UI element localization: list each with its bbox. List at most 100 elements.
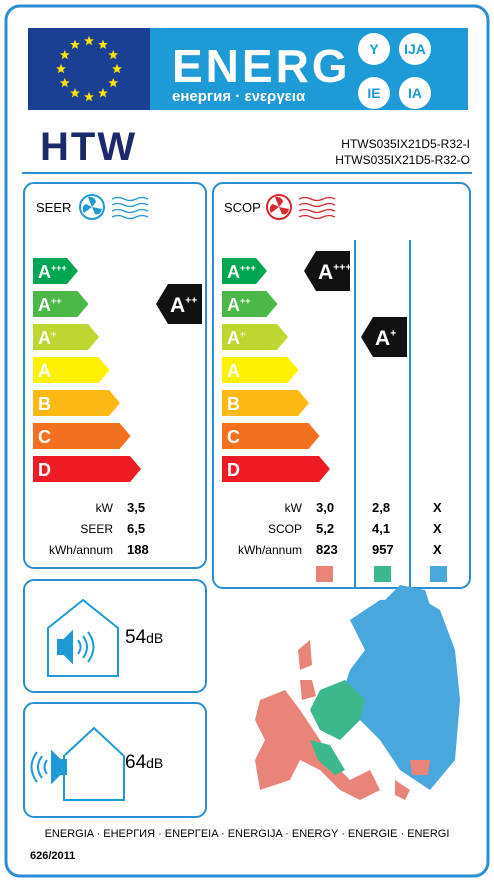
class-label: A+++ <box>227 262 256 282</box>
model-indoor: HTWS035IX21D5-R32-I <box>341 137 470 151</box>
class-sup: +++ <box>240 263 256 273</box>
row-label: kW <box>285 501 303 515</box>
cooling-panel <box>23 182 207 569</box>
class-arrow <box>222 291 278 317</box>
class-letter: A <box>170 294 185 317</box>
class-letter: A <box>227 295 240 315</box>
class-letter: A <box>227 361 240 381</box>
row-value: 188 <box>127 542 149 557</box>
cooling-label: SEER <box>36 200 71 215</box>
class-letter: A <box>227 328 240 348</box>
class-arrow <box>222 324 288 350</box>
star <box>59 77 70 88</box>
class-letter: B <box>38 394 51 414</box>
row-value: 6,5 <box>127 521 145 536</box>
class-letter: A <box>38 328 51 348</box>
zone-colder <box>430 566 447 582</box>
heating-label: SCOP <box>224 200 261 215</box>
row-value: 4,1 <box>372 521 390 536</box>
suffix: Y <box>369 41 379 57</box>
suffix-circle <box>399 77 431 109</box>
suffix: IJA <box>404 41 426 57</box>
row-label: kW <box>96 501 114 515</box>
row-label: SCOP <box>268 522 302 536</box>
class-arrow <box>222 456 330 482</box>
indoor-noise: 54dB <box>125 627 163 648</box>
regulation: 626/2011 <box>30 850 75 862</box>
class-sup: + <box>51 329 56 339</box>
star <box>56 63 66 74</box>
rating-arrow <box>156 284 202 324</box>
class-label: A+ <box>38 328 56 348</box>
class-label: A+ <box>227 328 245 348</box>
outdoor-noise: 64dB <box>125 752 163 773</box>
class-letter: C <box>227 427 240 447</box>
class-arrow <box>222 357 299 383</box>
heating-panel <box>212 182 471 589</box>
star <box>70 88 80 98</box>
row-label: kWh/annum <box>49 543 113 557</box>
indoor-noise-icon <box>47 598 119 677</box>
rating-arrow <box>304 251 350 291</box>
star <box>70 39 80 49</box>
class-arrow <box>33 258 78 284</box>
class-sup: +++ <box>51 263 67 273</box>
rating-arrow <box>361 317 407 357</box>
supplier-logo: HTW <box>40 125 137 169</box>
class-label: A <box>38 361 51 381</box>
star <box>112 63 122 74</box>
class-letter: A <box>227 262 240 282</box>
star <box>84 91 94 102</box>
star <box>84 35 94 46</box>
suffixes: Y IJA IE IA <box>358 33 431 109</box>
row-value: 3,0 <box>316 500 334 515</box>
row-value: X <box>433 521 442 536</box>
heating-icon <box>266 194 336 220</box>
model-outdoor: HTWS035IX21D5-R32-O <box>335 153 470 167</box>
row-value: X <box>433 500 442 515</box>
class-sup: +++ <box>333 262 351 274</box>
zone-warmer <box>316 566 333 582</box>
star <box>98 88 108 98</box>
class-sup: ++ <box>185 295 197 307</box>
class-arrow <box>222 423 320 449</box>
outdoor-noise-icon <box>30 726 125 801</box>
class-arrow <box>33 456 141 482</box>
outer-border <box>4 4 490 878</box>
outdoor-noise-panel <box>23 702 207 818</box>
class-sup: ++ <box>240 296 251 306</box>
class-arrow <box>222 390 309 416</box>
class-letter: D <box>38 460 51 480</box>
spec-tables: kW 3,5 SEER 6,5 kWh/annum 188 kW 3,0 2,8 X SCOP 5,2… <box>49 500 442 557</box>
suffix-circle <box>358 77 390 109</box>
class-letter: C <box>38 427 51 447</box>
class-sup: + <box>240 329 245 339</box>
class-letter: A <box>318 261 333 284</box>
suffix: IA <box>408 85 422 101</box>
class-letter: A <box>38 361 51 381</box>
class-arrow <box>33 390 120 416</box>
class-arrow <box>33 423 131 449</box>
class-arrow <box>222 258 267 284</box>
star <box>98 39 108 49</box>
row-value: 957 <box>372 542 394 557</box>
row-value: 5,2 <box>316 521 334 536</box>
class-label: B <box>38 394 51 414</box>
class-letter: A <box>375 327 390 350</box>
class-label: A++ <box>38 295 62 315</box>
rating-label: A+ <box>375 327 396 350</box>
europe-map <box>255 585 460 800</box>
row-label: SEER <box>80 522 113 536</box>
class-label: A <box>227 361 240 381</box>
suffix: IE <box>367 85 380 101</box>
class-letter: A <box>38 262 51 282</box>
class-label: D <box>227 460 240 480</box>
footer-languages: ENERGIA · ЕНЕРГИЯ · ΕΝΕΡΓΕΙΑ · ENERGIJA … <box>45 828 450 840</box>
row-label: kWh/annum <box>238 543 302 557</box>
class-label: D <box>38 460 51 480</box>
star <box>108 77 119 88</box>
class-sup: ++ <box>51 296 62 306</box>
row-value: 823 <box>316 542 338 557</box>
class-label: C <box>38 427 51 447</box>
